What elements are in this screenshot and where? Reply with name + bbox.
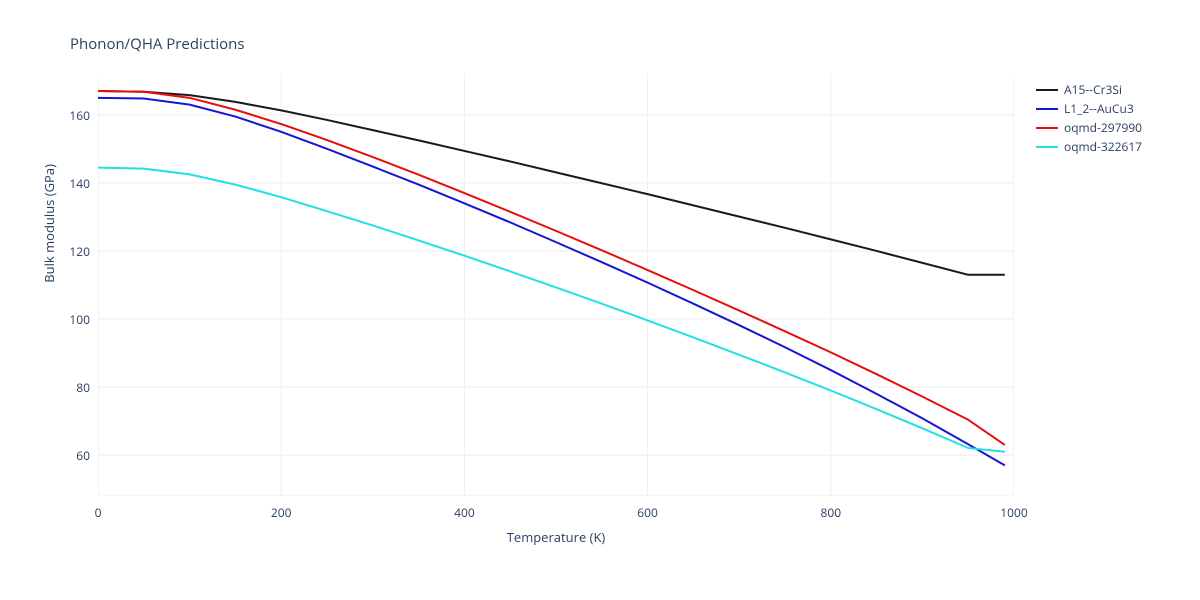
chart-title: Phonon/QHA Predictions bbox=[70, 34, 245, 54]
plot-area[interactable] bbox=[98, 74, 1014, 496]
legend-item[interactable]: oqmd-297990 bbox=[1036, 118, 1142, 137]
legend-swatch bbox=[1036, 146, 1058, 148]
x-tick-label: 600 bbox=[633, 504, 663, 521]
y-axis-label: Bulk modulus (GPa) bbox=[40, 97, 58, 350]
legend-label: A15--Cr3Si bbox=[1064, 81, 1122, 98]
legend-item[interactable]: oqmd-322617 bbox=[1036, 137, 1142, 156]
x-tick-label: 800 bbox=[816, 504, 846, 521]
x-tick-label: 400 bbox=[449, 504, 479, 521]
x-tick-label: 200 bbox=[266, 504, 296, 521]
plot-svg bbox=[98, 74, 1014, 496]
legend-swatch bbox=[1036, 89, 1058, 91]
y-tick-label: 140 bbox=[69, 175, 90, 192]
y-tick-label: 80 bbox=[76, 379, 90, 396]
y-tick-label: 120 bbox=[69, 243, 90, 260]
legend-label: oqmd-297990 bbox=[1064, 119, 1142, 136]
legend-swatch bbox=[1036, 108, 1058, 110]
series-line[interactable] bbox=[98, 168, 1005, 452]
series-line[interactable] bbox=[98, 91, 1005, 445]
y-tick-label: 60 bbox=[76, 447, 90, 464]
y-tick-label: 160 bbox=[69, 107, 90, 124]
legend-label: oqmd-322617 bbox=[1064, 138, 1142, 155]
x-tick-label: 0 bbox=[83, 504, 113, 521]
legend-swatch bbox=[1036, 127, 1058, 129]
x-tick-label: 1000 bbox=[999, 504, 1029, 521]
legend-label: L1_2--AuCu3 bbox=[1064, 100, 1134, 117]
legend-item[interactable]: A15--Cr3Si bbox=[1036, 80, 1142, 99]
x-axis-label: Temperature (K) bbox=[98, 528, 1014, 546]
y-tick-label: 100 bbox=[69, 311, 90, 328]
legend[interactable]: A15--Cr3Si L1_2--AuCu3 oqmd-297990 oqmd-322… bbox=[1036, 80, 1142, 156]
series-line[interactable] bbox=[98, 98, 1005, 466]
legend-item[interactable]: L1_2--AuCu3 bbox=[1036, 99, 1142, 118]
chart-container: { "chart": { "type": "line", "title": "P… bbox=[0, 0, 1200, 600]
